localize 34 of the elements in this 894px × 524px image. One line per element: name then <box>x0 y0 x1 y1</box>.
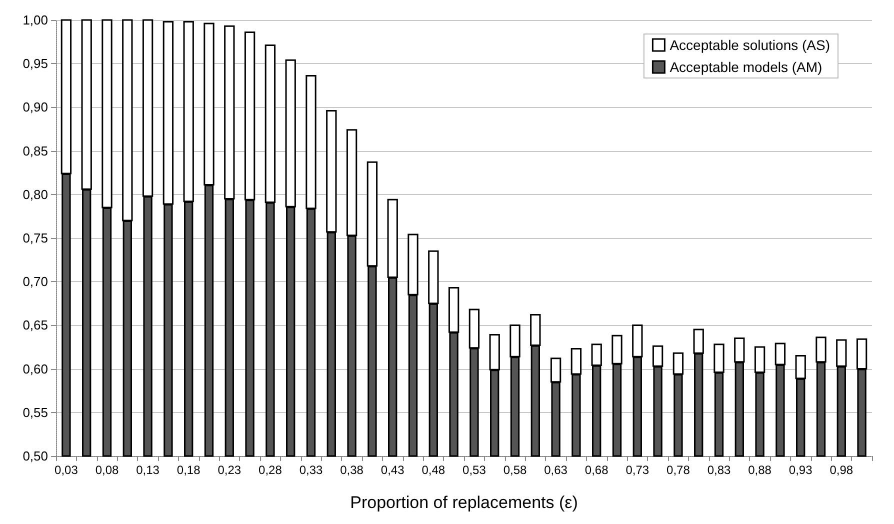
x-tick-label: 0,78 <box>666 463 690 477</box>
x-tick-label: 0,03 <box>54 463 78 477</box>
x-tick-label: 0,48 <box>422 463 446 477</box>
x-tick-label: 0,38 <box>340 463 364 477</box>
x-tick-label: 0,53 <box>462 463 486 477</box>
y-tick-label: 0,95 <box>22 56 48 72</box>
x-tick-label: 0,28 <box>258 463 282 477</box>
x-tick-label: 0,63 <box>544 463 568 477</box>
x-tick-label: 0,98 <box>830 463 854 477</box>
legend-label: Acceptable models (AM) <box>670 59 822 75</box>
x-tick-label: 0,18 <box>176 463 201 477</box>
y-tick-label: 0,75 <box>22 230 48 246</box>
y-tick-label: 1,00 <box>22 12 48 28</box>
y-tick-label: 0,80 <box>22 186 48 202</box>
y-tick-label: 0,50 <box>22 448 48 464</box>
x-axis-title: Proportion of replacements (ε) <box>350 493 578 512</box>
x-tick-label: 0,08 <box>95 463 119 477</box>
x-tick-label: 0,23 <box>218 463 242 477</box>
y-tick-label: 0,60 <box>22 361 48 376</box>
y-tick-label: 0,65 <box>22 318 48 333</box>
x-tick-label: 0,73 <box>626 463 650 477</box>
y-tick-label: 0,90 <box>22 100 48 115</box>
x-tick-label: 0,13 <box>136 463 160 477</box>
y-tick-label: 0,55 <box>22 404 48 420</box>
x-tick-label: 0,33 <box>299 463 323 477</box>
y-tick-label: 0,70 <box>22 274 48 290</box>
x-tick-label: 0,43 <box>380 463 405 477</box>
y-tick-label: 0,85 <box>22 143 48 158</box>
x-tick-label: 0,58 <box>503 463 527 477</box>
x-tick-label: 0,68 <box>584 463 609 477</box>
x-tick-label: 0,93 <box>788 463 813 477</box>
x-tick-label: 0,88 <box>748 463 772 477</box>
x-tick-label: 0,83 <box>707 463 731 477</box>
legend-label: Acceptable solutions (AS) <box>670 37 830 53</box>
